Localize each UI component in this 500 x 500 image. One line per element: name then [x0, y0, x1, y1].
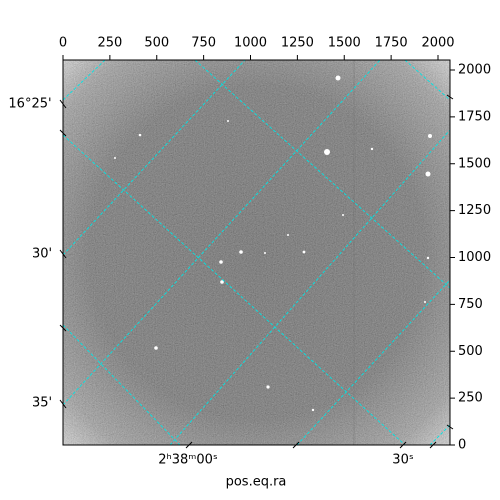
- dec-label: 35': [32, 396, 52, 411]
- ra-label: 2ʰ38ᵐ00ˢ: [158, 453, 218, 468]
- y-tick-label: 500: [458, 344, 483, 359]
- y-tick-label: 1250: [458, 203, 491, 218]
- x-axis-label: pos.eq.ra: [226, 475, 287, 490]
- x-tick-label: 1000: [234, 36, 267, 51]
- x-tick-label: 1750: [375, 36, 408, 51]
- image: [63, 60, 450, 445]
- y-tick-label: 1000: [458, 250, 491, 265]
- y-tick-label: 0: [458, 438, 466, 453]
- coordinate-grid: [63, 60, 450, 445]
- x-tick-label: 0: [59, 36, 67, 51]
- y-tick-label: 1500: [458, 156, 491, 171]
- x-tick-label: 750: [191, 36, 216, 51]
- x-tick-label: 2000: [421, 36, 454, 51]
- x-tick-label: 1250: [281, 36, 314, 51]
- y-tick-label: 1750: [458, 109, 491, 124]
- y-tick-label: 250: [458, 391, 483, 406]
- stars: [114, 75, 432, 412]
- axes-frame: [62, 59, 451, 446]
- x-tick-label: 250: [97, 36, 122, 51]
- x-tick-label: 1500: [328, 36, 361, 51]
- dec-label: 30': [32, 247, 52, 262]
- wcs-ticks: [59, 94, 454, 449]
- ra-label: 30ˢ: [392, 453, 414, 468]
- y-tick-label: 750: [458, 297, 483, 312]
- dec-label: 16°25': [8, 97, 51, 112]
- x-tick-label: 500: [144, 36, 169, 51]
- y-tick-label: 2000: [458, 63, 491, 78]
